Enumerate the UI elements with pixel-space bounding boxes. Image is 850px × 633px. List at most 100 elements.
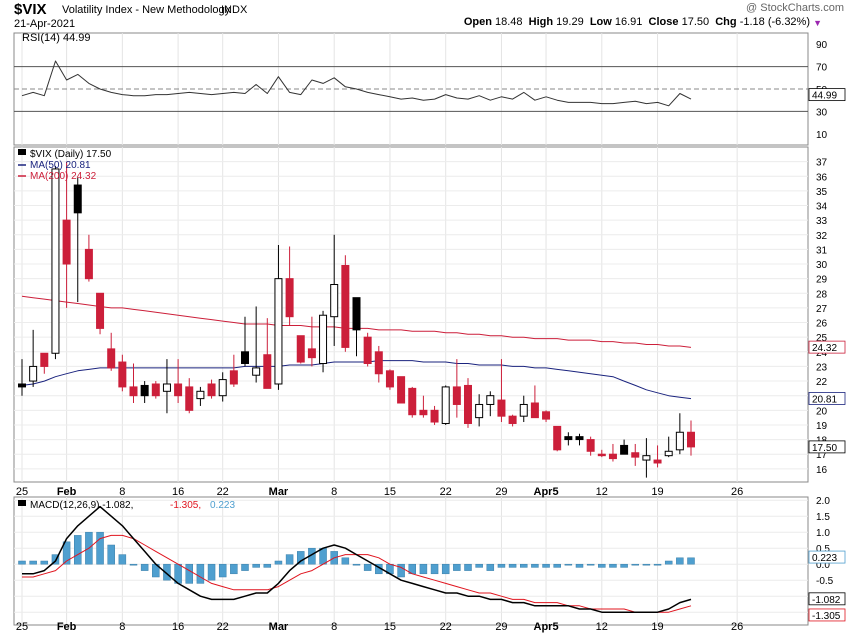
macd-y-tick-0: 2.0: [816, 496, 830, 507]
ma50-value-label: 20.81: [812, 394, 837, 405]
price-y-tick-16: 16: [816, 465, 828, 476]
macd-histogram-bar-22: [263, 563, 272, 568]
candle-body-52: [597, 453, 606, 457]
candle-body-8: [107, 348, 116, 369]
candle-body-40: [464, 384, 472, 424]
macd-histogram-bar-1: [29, 560, 37, 565]
candle-body-29: [341, 264, 350, 348]
macd-legend-macd: MACD(12,26,9) -1.082,: [30, 500, 133, 511]
macd-histogram-bar-27: [319, 547, 327, 565]
candle-body-45: [519, 403, 528, 417]
x-tick-label-6: 8: [331, 486, 337, 498]
x-tick-label-3: 16: [172, 486, 184, 498]
macd-histogram-bar-13: [163, 563, 171, 581]
candle-body-24: [285, 278, 294, 318]
candle-body-1: [29, 365, 38, 382]
low-label: Low: [589, 16, 612, 28]
macd-y-tick-4: 0.0: [816, 560, 830, 571]
x-tick-label-2: 8: [119, 486, 125, 498]
open-value: 18.48: [495, 16, 523, 28]
candle-body-27: [319, 314, 328, 365]
macd-histogram-bar-55: [631, 563, 639, 566]
candle-body-47: [542, 411, 551, 420]
candle-body-57: [653, 459, 662, 464]
macd-x-tick-label-1: Feb: [57, 621, 77, 633]
candle-body-13: [162, 383, 171, 392]
macd-histogram-bar-11: [140, 563, 149, 571]
price-y-tick-22: 22: [816, 377, 828, 388]
x-tick-label-4: 22: [217, 486, 229, 498]
macd-legend-signal: -1.305,: [170, 500, 201, 511]
candle-body-51: [586, 439, 595, 452]
candle-body-20: [241, 351, 249, 365]
x-tick-label-1: Feb: [57, 486, 77, 498]
candle-body-41: [475, 403, 484, 419]
close-value-label-box: [808, 440, 846, 454]
price-y-tick-31: 31: [816, 245, 828, 256]
chg-label: Chg: [715, 16, 737, 28]
price-y-tick-23: 23: [816, 362, 828, 373]
macd-x-tick-label-7: 15: [384, 621, 396, 633]
macd-histogram-bar-25: [297, 551, 305, 565]
price-y-tick-37: 37: [816, 158, 828, 169]
candle-body-9: [118, 361, 127, 388]
macd-x-tick-label-11: 12: [596, 621, 608, 633]
price-legend-candle-icon: [18, 149, 26, 155]
macd-histogram-bar-29: [341, 557, 350, 565]
macd-histogram-bar-49: [564, 563, 573, 566]
candle-body-54: [620, 444, 629, 455]
macd-histogram-bar-39: [453, 563, 461, 571]
rsi-value-label-box: [808, 88, 846, 102]
macd-x-tick-label-5: Mar: [269, 621, 289, 633]
macd-histogram-bar-19: [230, 563, 238, 575]
rsi-value-label: 44.99: [812, 91, 837, 102]
macd-histogram-bar-46: [531, 563, 539, 568]
macd-histogram-bar-8: [107, 544, 115, 565]
high-value: 19.29: [556, 16, 584, 28]
macd-histogram-bar-24: [285, 554, 294, 565]
macd-x-tick-label-12: 19: [651, 621, 663, 633]
macd-hist-value-label-box: [808, 550, 846, 564]
candle-body-4: [62, 219, 71, 265]
price-y-tick-25: 25: [816, 333, 828, 344]
candle-body-39: [452, 386, 461, 405]
symbol-title: $VIX: [14, 1, 47, 18]
candle-body-19: [229, 370, 238, 385]
macd-histogram-bar-52: [598, 563, 606, 568]
candle-body-0: [18, 383, 26, 388]
macd-histogram-bar-23: [274, 560, 283, 565]
price-y-tick-26: 26: [816, 319, 828, 330]
ma200-legend-label: MA(200) 24.32: [30, 171, 97, 182]
candle-body-58: [664, 450, 673, 457]
high-label: High: [528, 16, 554, 28]
macd-histogram-bar-47: [542, 563, 550, 568]
macd-x-tick-label-6: 8: [331, 621, 337, 633]
macd-x-tick-label-9: 29: [495, 621, 507, 633]
ma200-value-label: 24.32: [812, 343, 837, 354]
symbol-name: Volatility Index - New Methodology: [62, 4, 231, 16]
price-y-tick-35: 35: [816, 187, 828, 198]
candle-body-15: [185, 386, 194, 411]
macd-x-tick-label-13: 26: [731, 621, 743, 633]
candle-body-18: [218, 379, 227, 397]
macd-histogram-bar-10: [129, 563, 138, 566]
candle-body-44: [508, 415, 517, 424]
macd-histogram-bar-59: [676, 557, 684, 565]
macd-legend-icon: [18, 500, 26, 506]
copyright-label: @ StockCharts.com: [746, 2, 844, 14]
rsi-legend: RSI(14) 44.99: [22, 32, 90, 44]
candle-body-50: [575, 436, 584, 441]
price-legend-symbol: $VIX (Daily) 17.50: [30, 149, 112, 160]
x-tick-label-12: 19: [651, 486, 663, 498]
candle-body-55: [631, 452, 640, 458]
candle-body-32: [374, 351, 383, 375]
macd-histogram-bar-43: [497, 563, 506, 568]
price-y-tick-30: 30: [816, 260, 828, 271]
ma200-value-label-box: [808, 340, 846, 354]
candle-body-22: [263, 354, 272, 389]
candle-body-25: [296, 335, 305, 363]
candle-body-56: [642, 455, 651, 461]
ohlc-readout: Open 18.48 High 19.29 Low 16.91 Close 17…: [464, 16, 810, 28]
macd-histogram-bar-7: [96, 531, 104, 565]
candle-body-30: [352, 297, 361, 331]
